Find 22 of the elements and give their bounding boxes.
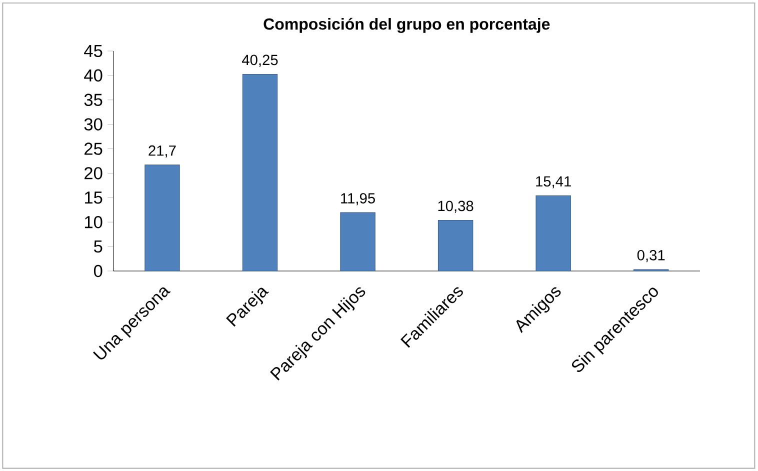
y-tick-label: 20	[84, 167, 102, 180]
chart-title: Composición del grupo en porcentaje	[264, 18, 550, 33]
bar	[144, 164, 180, 271]
y-tick-label: 30	[84, 118, 102, 130]
bar	[242, 74, 278, 271]
data-label: 0,31	[637, 250, 665, 262]
y-tick-label: 0	[94, 264, 102, 278]
bar	[438, 220, 474, 271]
data-label: 10,38	[438, 200, 474, 213]
data-label: 21,7	[148, 145, 176, 158]
data-label: 11,95	[341, 193, 375, 206]
y-tick-label: 5	[94, 240, 102, 253]
data-label: 15,41	[536, 176, 571, 188]
data-label: 40,25	[242, 54, 278, 67]
y-tick-label: 40	[84, 69, 102, 82]
y-tick-label: 35	[84, 94, 102, 106]
y-tick-label: 45	[84, 44, 102, 58]
y-tick-label: 15	[84, 192, 102, 204]
y-tick-label: 25	[84, 142, 102, 155]
bar	[536, 195, 571, 271]
bar	[340, 212, 376, 271]
y-tick-label: 10	[84, 216, 102, 228]
